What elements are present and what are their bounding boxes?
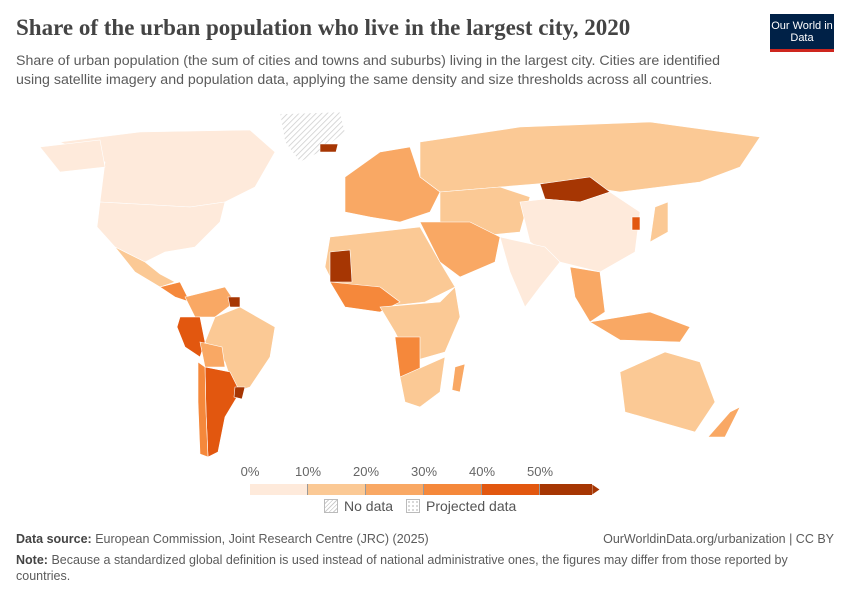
legend-bin-20-30[interactable] [366, 484, 424, 495]
source-link[interactable]: European Commission, Joint Research Cent… [95, 532, 429, 546]
owid-url[interactable]: OurWorldinData.org/urbanization | CC BY [603, 532, 834, 546]
dotted-swatch-icon [406, 499, 420, 513]
country-canada[interactable] [58, 129, 276, 208]
note-text: Because a standardized global definition… [16, 553, 788, 583]
country-japan[interactable] [649, 201, 669, 243]
country-peru[interactable] [176, 316, 206, 358]
country-alaska[interactable] [39, 139, 106, 173]
country-bolivia[interactable] [199, 341, 226, 368]
region-africa-south[interactable] [399, 356, 446, 408]
legend-tick: 40% [468, 464, 496, 479]
country-new-zealand[interactable] [707, 406, 741, 438]
country-russia[interactable] [419, 121, 761, 193]
legend-tick: 20% [352, 464, 380, 479]
country-iceland[interactable] [319, 143, 339, 153]
chart-title: Share of the urban population who live i… [16, 15, 631, 40]
color-legend: 0% 10% 20% 30% 40% 50% No data Projected… [240, 464, 610, 524]
country-uruguay[interactable] [233, 386, 246, 400]
hatch-swatch-icon [324, 499, 338, 513]
legend-bin-40-50[interactable] [482, 484, 540, 495]
legend-tick: 10% [294, 464, 322, 479]
country-madagascar[interactable] [451, 363, 466, 393]
projected-label: Projected data [426, 498, 517, 514]
legend-tick: 0% [240, 464, 260, 479]
country-mexico[interactable] [114, 246, 176, 288]
country-usa[interactable] [96, 201, 226, 263]
country-greenland[interactable] [279, 112, 346, 163]
legend-projected[interactable]: Projected data [406, 498, 516, 514]
no-data-label: No data [344, 498, 394, 514]
chart-subtitle: Share of urban population (the sum of ci… [16, 53, 720, 88]
country-suriname[interactable] [227, 296, 241, 308]
country-australia[interactable] [619, 351, 716, 433]
country-korea[interactable] [631, 216, 641, 231]
legend-bin-50-plus[interactable] [540, 484, 592, 495]
legend-no-data[interactable]: No data [324, 498, 393, 514]
legend-tick: 30% [410, 464, 438, 479]
world-map [39, 112, 761, 458]
legend-arrow-icon [592, 484, 600, 495]
region-europe[interactable] [344, 146, 441, 223]
source-label: Data source: [16, 532, 92, 546]
country-chile[interactable] [197, 361, 209, 458]
country-colombia-venezuela[interactable] [184, 286, 236, 318]
legend-tick: 50% [526, 464, 554, 479]
country-india[interactable] [499, 236, 561, 308]
footnote: Note: Because a standardized global defi… [16, 552, 816, 584]
legend-bin-10-20[interactable] [308, 484, 366, 495]
data-source: Data source: European Commission, Joint … [16, 532, 429, 546]
region-southeast-asia[interactable] [569, 266, 606, 323]
note-label: Note: [16, 553, 48, 567]
owid-logo[interactable]: Our World in Data [770, 14, 834, 52]
legend-bin-0-10[interactable] [250, 484, 308, 495]
legend-bin-30-40[interactable] [424, 484, 482, 495]
country-mauritania[interactable] [329, 249, 353, 283]
region-indonesia[interactable] [589, 311, 691, 343]
